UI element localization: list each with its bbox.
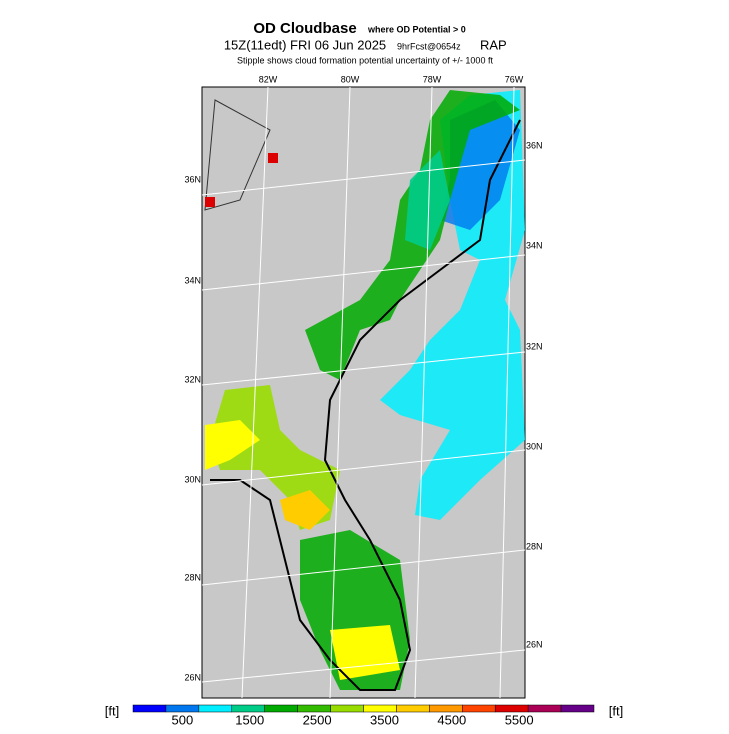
colorbar-swatch (494, 704, 529, 713)
colorbar-unit: [ft] (105, 703, 119, 718)
lat-label: 28N (184, 572, 201, 582)
colorbar-swatch (231, 704, 265, 713)
title: OD Cloudbase (253, 20, 356, 37)
colorbar-swatch (527, 704, 562, 713)
colorbar: 500 1500 2500 3500 4500 5500 (132, 704, 595, 727)
lon-label: 76W (505, 74, 524, 84)
lat-labels: 36N 34N 32N 30N 28N 26N 36N 34N 32N 30N 28N 26N (184, 140, 542, 682)
title-note: where OD Potential > 0 (367, 24, 466, 34)
colorbar-swatch (297, 704, 331, 713)
lon-label: 80W (341, 74, 360, 84)
colorbar-label: 5500 (505, 712, 534, 727)
lat-label: 34N (184, 275, 201, 285)
colorbar-swatch (132, 704, 167, 713)
lat-label: 36N (184, 174, 201, 184)
colorbar-swatch (560, 704, 595, 713)
colorbar-label: 500 (172, 712, 194, 727)
colorbar-swatch (330, 704, 364, 713)
colorbar-swatch (264, 704, 298, 713)
lon-label: 82W (259, 74, 278, 84)
lat-label: 32N (526, 341, 543, 351)
colorbar-label: 4500 (437, 712, 466, 727)
colorbar-swatch (429, 704, 463, 713)
colorbar-swatch (363, 704, 397, 713)
lat-label: 32N (184, 374, 201, 384)
colorbar-swatch (462, 704, 496, 713)
map-area (201, 86, 526, 699)
lat-label: 26N (184, 672, 201, 682)
colorbar-label: 1500 (235, 712, 264, 727)
colorbar-label: 2500 (303, 712, 332, 727)
lon-labels: 82W 80W 78W 76W (259, 74, 524, 84)
lat-label: 26N (526, 639, 543, 649)
colorbar-unit: [ft] (609, 703, 623, 718)
colorbar-swatch (165, 704, 200, 713)
lat-label: 34N (526, 240, 543, 250)
lon-label: 78W (423, 74, 442, 84)
model: RAP (480, 37, 507, 52)
forecast: 9hrFcst@0654z (397, 41, 461, 51)
colorbar-swatch (396, 704, 430, 713)
lat-label: 30N (526, 441, 543, 451)
lat-label: 28N (526, 541, 543, 551)
lat-label: 30N (184, 474, 201, 484)
colorbar-label: 3500 (370, 712, 399, 727)
subtitle: Stipple shows cloud formation potential … (237, 55, 493, 65)
lat-label: 36N (526, 140, 543, 150)
valid-time: 15Z(11edt) FRI 06 Jun 2025 (224, 37, 386, 52)
colorbar-swatch (198, 704, 233, 713)
